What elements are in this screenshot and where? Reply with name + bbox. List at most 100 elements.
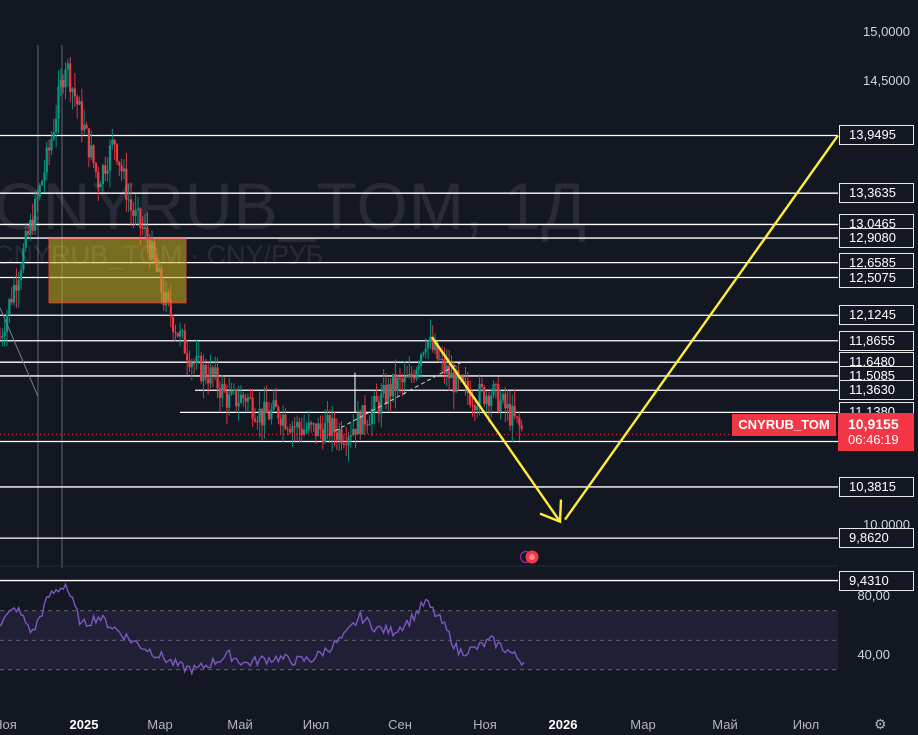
settings-gear-icon[interactable]: ⚙ [874, 716, 887, 732]
candle-body [380, 393, 383, 414]
candle-body [0, 337, 2, 339]
candle-body [115, 144, 119, 162]
candle-body [265, 401, 268, 413]
candle-body [387, 384, 390, 404]
level-label: 12,5075 [839, 267, 914, 288]
candle-body [204, 364, 207, 379]
forecast-down-arrow [431, 336, 561, 523]
candle-body [426, 341, 430, 349]
candle-body [394, 374, 397, 392]
last-price-value: 10,9155 [848, 416, 899, 432]
forecast-up-arrow [564, 134, 839, 521]
candle-body [85, 124, 88, 129]
candle-body [132, 210, 135, 216]
candle-body [443, 358, 446, 374]
candle-body [172, 317, 175, 332]
candle-body [408, 373, 411, 378]
candle-body [487, 395, 491, 406]
candle-body [417, 365, 420, 370]
time-tick-label: Май [712, 717, 738, 732]
time-tick-label: Май [227, 717, 253, 732]
candle-body [340, 428, 343, 444]
candle-body [419, 354, 423, 366]
time-tick-label: Июл [792, 717, 820, 732]
candle-body [310, 422, 313, 425]
candle-body [485, 395, 488, 405]
candle-body [508, 403, 512, 426]
time-tick-label: 2026 [548, 717, 578, 732]
level-label: 13,9495 [839, 125, 914, 146]
candle-body [52, 132, 55, 139]
candle-body [169, 300, 172, 318]
candle-body [272, 400, 275, 410]
candle-body [279, 418, 282, 426]
candle-body [359, 412, 362, 435]
candle-body [12, 285, 16, 303]
candle-body [373, 396, 376, 409]
candle-body [331, 418, 334, 437]
level-label: 12,9080 [839, 228, 914, 249]
candle-body [335, 432, 338, 440]
candle-body [462, 376, 465, 382]
candle-body [363, 405, 367, 425]
candle-body [480, 383, 483, 388]
candle-body [494, 384, 498, 386]
candle-body [90, 145, 93, 158]
candle-body [113, 139, 116, 145]
candle-body [218, 388, 221, 398]
candle-body [106, 170, 109, 174]
candle-body [239, 394, 243, 403]
price-candles [0, 57, 523, 462]
candle-body [382, 384, 385, 394]
candle-body [438, 358, 441, 360]
candle-body [97, 171, 100, 188]
candle-body [193, 362, 196, 364]
candle-body [464, 381, 467, 383]
level-label: 9,4310 [839, 570, 914, 591]
candle-body [314, 423, 317, 437]
candle-body [195, 356, 198, 363]
candle-body [307, 422, 310, 430]
time-tick-label: Ноя [0, 717, 17, 732]
candle-body [207, 378, 210, 384]
candle-body [181, 330, 184, 332]
candle-body [216, 367, 219, 389]
candle-body [62, 80, 65, 88]
candle-body [127, 199, 130, 201]
candle-body [26, 231, 30, 235]
candle-body [244, 398, 247, 402]
candle-body [3, 332, 6, 336]
rsi-indicator [0, 582, 838, 676]
candle-body [405, 376, 409, 378]
candle-body [260, 408, 264, 426]
alert-icon[interactable] [520, 549, 540, 565]
candle-body [281, 414, 285, 426]
symbol-price-tag: CNYRUB_TOM [732, 414, 836, 436]
candle-body [104, 165, 107, 174]
price-tick-label: 14,5000 [863, 73, 910, 89]
candle-body [24, 231, 27, 249]
candle-body [284, 414, 287, 429]
level-label: 13,3635 [839, 183, 914, 204]
candle-body [291, 426, 294, 433]
candle-body [125, 168, 128, 201]
dashed-trendline [334, 361, 463, 432]
candle-body [277, 406, 280, 419]
time-tick-label: 2025 [69, 717, 99, 732]
bar-countdown: 06:46:19 [848, 432, 899, 447]
candle-body [501, 393, 505, 401]
candle-body [478, 383, 481, 407]
candle-body [476, 406, 479, 411]
candle-body [246, 397, 250, 402]
time-tick-label: Ноя [473, 717, 497, 732]
candle-body [473, 405, 476, 411]
candle-body [251, 397, 254, 419]
candle-body [347, 436, 350, 445]
candle-body [10, 299, 13, 303]
forecast-down-arrowhead [539, 499, 563, 524]
candle-body [300, 428, 303, 435]
candle-body [136, 208, 140, 210]
candle-body [288, 429, 292, 433]
candle-body [141, 227, 144, 229]
